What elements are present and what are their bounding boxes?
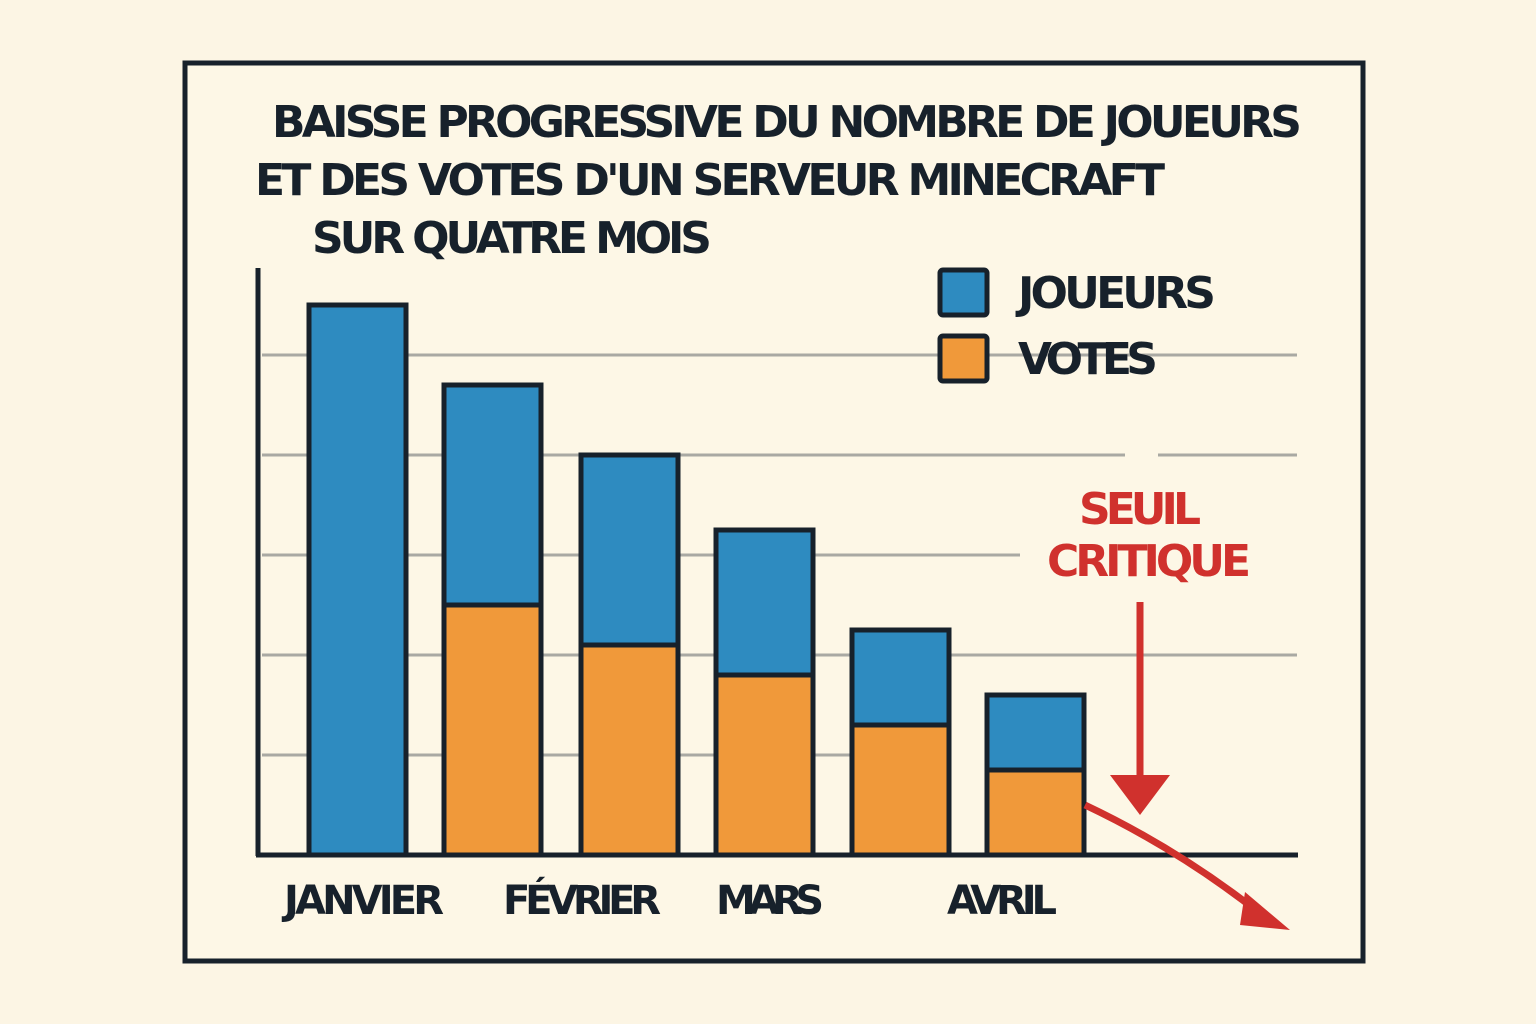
bar-votes [578, 642, 681, 858]
title-line-3: SUR QUATRE MOIS [312, 213, 712, 264]
legend-swatch-votes [937, 333, 990, 384]
x-tick-label: FÉVRIER [503, 876, 661, 924]
bars [306, 302, 1087, 858]
x-tick-label: JANVIER [281, 878, 444, 924]
x-tick-labels: JANVIER FÉVRIER MARS AVRIL [281, 876, 1057, 924]
title-line-1: BAISSE PROGRESSIVE DU NOMBRE DE JOUEURS [272, 97, 1302, 148]
bar-votes [849, 722, 952, 858]
x-tick-label: AVRIL [947, 878, 1057, 924]
legend-swatch-joueurs [937, 267, 990, 318]
bar-votes [441, 602, 544, 858]
chart-title: BAISSE PROGRESSIVE DU NOMBRE DE JOUEURS … [255, 97, 1302, 264]
legend-label-joueurs: JOUEURS [1015, 268, 1216, 319]
bar-votes [984, 767, 1087, 858]
title-line-2: ET DES VOTES D'UN SERVEUR MINECRAFT [255, 155, 1165, 206]
x-tick-label: MARS [716, 878, 824, 924]
trend-arrow-icon [1083, 801, 1290, 930]
annotation-line-1: SEUIL [1079, 484, 1201, 535]
annotation-line-2: CRITIQUE [1047, 536, 1251, 587]
legend-label-votes: VOTES [1018, 334, 1158, 385]
annotation-seuil-critique: SEUIL CRITIQUE [1047, 484, 1290, 930]
bar-votes [713, 672, 816, 858]
legend: JOUEURS VOTES [937, 267, 1216, 385]
bar-joueurs [306, 302, 409, 858]
down-arrow-icon [1110, 602, 1170, 815]
